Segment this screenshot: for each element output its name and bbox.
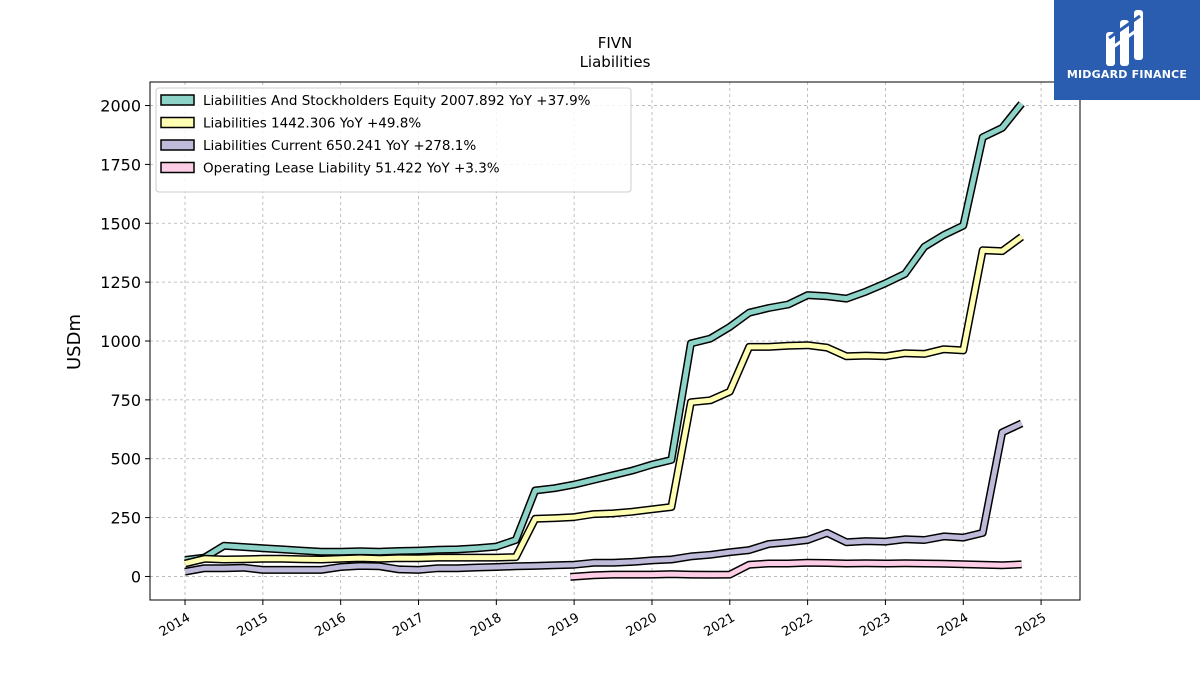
x-tick-label: 2024 <box>935 610 971 640</box>
x-tick-label: 2019 <box>546 610 582 640</box>
x-tick-label: 2014 <box>157 610 193 640</box>
x-tick-label: 2020 <box>624 610 660 640</box>
series-line <box>184 421 1023 575</box>
legend-entry: Liabilities 1442.306 YoY +49.8% <box>203 116 421 132</box>
y-axis-label: USDm <box>64 314 85 370</box>
legend-entry: Operating Lease Liability 51.422 YoY +3.… <box>203 161 500 177</box>
x-tick-label: 2022 <box>779 610 815 640</box>
chart-subtitle: Liabilities <box>580 53 651 71</box>
y-tick-label: 500 <box>110 450 141 469</box>
legend-box <box>155 87 632 193</box>
y-tick-label: 250 <box>110 509 141 528</box>
x-tick-label: 2018 <box>468 610 504 640</box>
legend: Liabilities And Stockholders Equity 2007… <box>155 87 632 193</box>
x-tick-label: 2021 <box>702 610 738 640</box>
y-tick-label: 1750 <box>100 155 141 174</box>
y-tick-label: 1500 <box>100 214 141 233</box>
x-tick-label: 2015 <box>235 610 271 640</box>
series-line <box>570 560 1022 580</box>
brand-logo: MIDGARD FINANCE <box>1054 0 1200 100</box>
legend-swatch <box>160 116 195 129</box>
y-ticks: 0 250 500 750 1000 1250 1500 1750 2000 <box>100 97 150 586</box>
chart-title: FIVN <box>598 34 633 52</box>
series-line <box>184 234 1024 566</box>
legend-swatch <box>160 94 195 106</box>
x-ticks: 2014 2015 2016 2017 2018 2019 2020 2021 2022 2023… <box>157 600 1049 640</box>
series-line <box>184 102 1024 563</box>
y-tick-label: 1000 <box>100 332 141 351</box>
x-tick-label: 2016 <box>313 610 349 640</box>
legend-swatch <box>160 161 195 174</box>
y-tick-label: 2000 <box>100 97 141 116</box>
y-tick-label: 0 <box>131 567 141 586</box>
x-tick-label: 2017 <box>390 610 426 640</box>
x-tick-label: 2025 <box>1013 610 1049 640</box>
x-tick-label: 2023 <box>857 610 893 640</box>
brand-name: MIDGARD FINANCE <box>1066 68 1188 81</box>
midgard-logo-icon <box>1106 10 1143 66</box>
legend-swatch <box>160 139 195 151</box>
y-tick-label: 1250 <box>100 273 141 292</box>
legend-entry: Liabilities Current 650.241 YoY +278.1% <box>203 138 476 154</box>
series-lines <box>184 101 1025 581</box>
y-tick-label: 750 <box>110 391 141 410</box>
legend-entry: Liabilities And Stockholders Equity 2007… <box>203 93 591 109</box>
